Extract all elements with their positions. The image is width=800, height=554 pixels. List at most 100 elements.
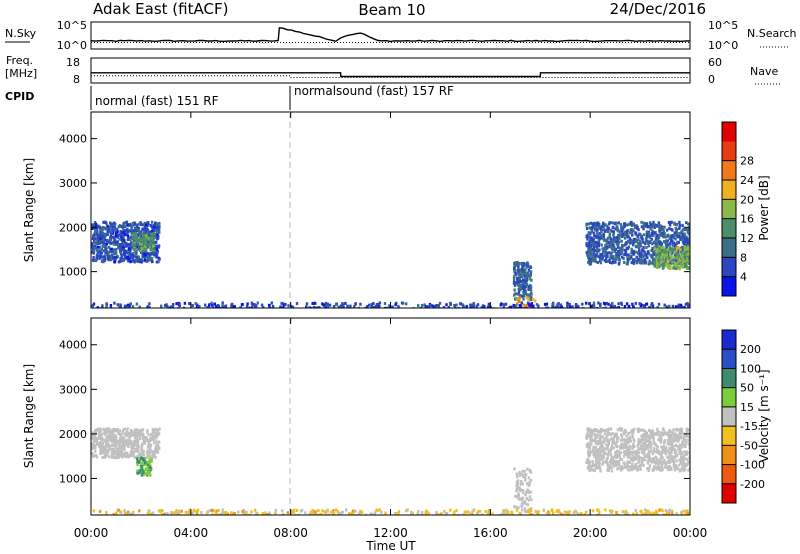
power-data-point (125, 244, 128, 248)
velocity-data-point (116, 447, 120, 451)
power-data-point (129, 229, 132, 232)
velocity-data-point (623, 444, 626, 448)
power-data-point (593, 253, 596, 257)
power-data-point (597, 239, 600, 243)
power-data-point (127, 253, 130, 257)
velocity-data-point (668, 451, 672, 455)
power-data-point (522, 294, 526, 298)
power-data-point (664, 235, 668, 239)
velocity-data-point (649, 446, 652, 450)
velocity-data-point (587, 452, 591, 456)
power-data-point (620, 255, 624, 259)
velocity-data-point (678, 449, 681, 453)
power-data-point (594, 258, 597, 262)
velocity-data-point (637, 438, 640, 442)
power-data-point (686, 250, 689, 253)
power-data-point (662, 265, 665, 269)
velocity-data-point (480, 513, 484, 515)
velocity-data-point (548, 511, 551, 515)
power-data-point (144, 251, 148, 255)
power-data-point (531, 297, 535, 301)
power-data-point (114, 227, 117, 231)
velocity-data-point (647, 469, 650, 472)
velocity-data-point (141, 453, 144, 457)
power-data-point (520, 262, 523, 266)
power-data-point (637, 238, 640, 242)
velocity-data-point (123, 511, 127, 515)
velocity-data-point (627, 455, 631, 459)
velocity-data-point (521, 482, 524, 486)
colorbar-swatch (722, 387, 736, 408)
velocity-data-point (644, 431, 647, 435)
power-data-point (669, 239, 673, 243)
power-data-point (158, 231, 161, 235)
power-data-point (658, 240, 661, 244)
velocity-data-point (628, 448, 631, 452)
power-data-point (147, 237, 150, 241)
velocity-data-point (599, 445, 602, 449)
velocity-data-point (628, 446, 631, 450)
power-data-point (172, 303, 175, 306)
velocity-data-point (572, 511, 575, 515)
velocity-data-point (109, 432, 112, 436)
velocity-data-point (116, 450, 119, 454)
power-data-point (152, 241, 156, 245)
power-data-point (673, 256, 676, 260)
velocity-data-point (515, 487, 519, 491)
velocity-data-point (599, 436, 602, 440)
power-data-point (119, 304, 122, 308)
power-data-point (593, 241, 597, 245)
power-data-point (629, 228, 632, 232)
nave-axis-bottom: 0 (708, 73, 715, 86)
velocity-data-point (637, 458, 640, 462)
power-data-point (660, 256, 663, 260)
power-data-point (585, 251, 588, 255)
power-data-point (92, 235, 96, 239)
power-data-point (649, 239, 652, 243)
velocity-data-point (606, 466, 610, 470)
velocity-data-point (665, 463, 668, 466)
power-data-point (457, 306, 460, 308)
power-data-point (576, 304, 580, 308)
power-data-point (516, 280, 519, 284)
velocity-data-point (678, 443, 682, 447)
power-data-point (445, 303, 448, 307)
power-data-point (596, 223, 600, 227)
velocity-data-point (266, 513, 269, 515)
velocity-data-point (334, 508, 338, 512)
power-data-point (677, 235, 680, 239)
power-data-point (101, 226, 105, 229)
power-data-point (312, 301, 315, 305)
power-data-point (676, 306, 679, 308)
velocity-data-point (136, 449, 140, 453)
power-data-point (681, 224, 684, 228)
velocity-data-point (640, 451, 644, 454)
power-data-point (133, 258, 136, 262)
velocity-data-point (631, 453, 634, 457)
freq-axis-top: 18 (66, 56, 80, 69)
velocity-data-point (230, 512, 233, 515)
power-data-point (98, 245, 101, 249)
velocity-data-point (109, 438, 112, 442)
velocity-data-point (149, 436, 152, 440)
velocity-data-point (136, 428, 139, 432)
power-data-point (658, 249, 661, 253)
velocity-data-point (107, 434, 110, 438)
power-data-point (609, 261, 612, 264)
power-data-point (318, 306, 321, 308)
velocity-data-point (660, 445, 663, 449)
velocity-data-point (654, 455, 658, 459)
power-data-point (239, 306, 242, 308)
velocity-data-point (527, 489, 530, 493)
velocity-data-point (286, 511, 290, 515)
velocity-data-point (529, 509, 533, 512)
power-data-point (147, 243, 151, 247)
colorbar-swatch (722, 483, 736, 504)
velocity-data-point (677, 428, 680, 432)
velocity-data-point (595, 457, 598, 461)
power-data-point (140, 251, 143, 254)
power-data-point (194, 302, 197, 306)
velocity-data-point (632, 456, 635, 460)
power-data-point (206, 306, 209, 308)
velocity-data-point (525, 490, 528, 494)
